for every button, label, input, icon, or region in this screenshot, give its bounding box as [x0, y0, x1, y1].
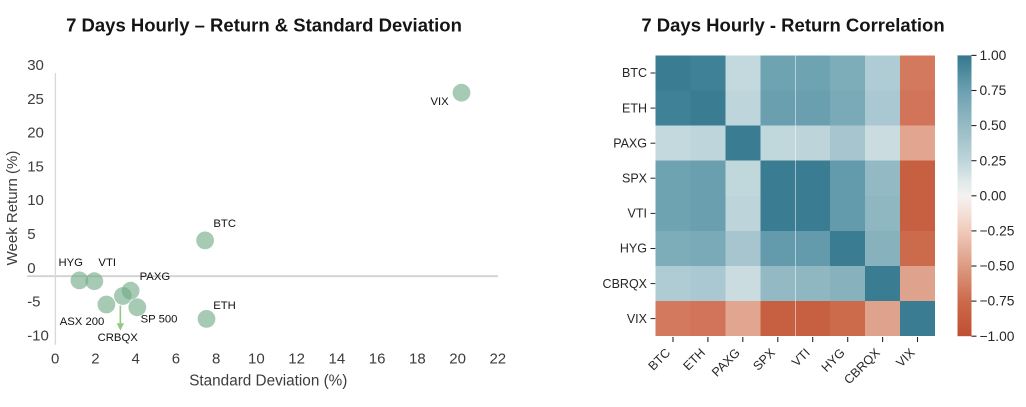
svg-text:16: 16 — [369, 350, 386, 367]
svg-text:HYG: HYG — [58, 257, 82, 269]
svg-text:14: 14 — [329, 350, 346, 367]
svg-text:−1.00: −1.00 — [980, 329, 1015, 344]
svg-text:PAXG: PAXG — [613, 136, 647, 150]
svg-text:Standard Deviation (%): Standard Deviation (%) — [189, 373, 347, 390]
svg-text:CRBQX: CRBQX — [98, 332, 139, 344]
svg-text:0.75: 0.75 — [980, 83, 1007, 98]
svg-text:0: 0 — [27, 260, 35, 277]
svg-text:ASX 200: ASX 200 — [60, 316, 105, 328]
svg-text:VIX: VIX — [627, 312, 648, 326]
svg-text:−0.25: −0.25 — [980, 224, 1015, 239]
svg-text:0.00: 0.00 — [980, 188, 1007, 203]
svg-text:CBRQX: CBRQX — [603, 277, 648, 291]
svg-text:BTC: BTC — [213, 218, 236, 230]
svg-text:15: 15 — [27, 158, 44, 175]
svg-text:8: 8 — [212, 350, 220, 367]
svg-text:20: 20 — [27, 125, 44, 142]
svg-text:7 Days Hourly – Return & Stand: 7 Days Hourly – Return & Standard Deviat… — [66, 15, 462, 36]
svg-text:10: 10 — [248, 350, 265, 367]
svg-text:Week Return (%): Week Return (%) — [4, 151, 21, 266]
svg-text:25: 25 — [27, 91, 44, 108]
svg-text:0.25: 0.25 — [980, 153, 1007, 168]
svg-text:0: 0 — [51, 350, 59, 367]
svg-text:ETH: ETH — [213, 300, 236, 312]
svg-text:5: 5 — [27, 226, 35, 243]
svg-text:0.50: 0.50 — [980, 118, 1007, 133]
svg-text:ETH: ETH — [622, 101, 647, 115]
svg-text:18: 18 — [409, 350, 426, 367]
svg-text:4: 4 — [132, 350, 140, 367]
svg-text:VTI: VTI — [98, 257, 116, 269]
svg-text:1.00: 1.00 — [980, 48, 1007, 63]
svg-text:SPX: SPX — [622, 171, 648, 185]
svg-text:SP 500: SP 500 — [141, 314, 178, 326]
svg-text:7 Days Hourly - Return Correla: 7 Days Hourly - Return Correlation — [641, 15, 944, 36]
svg-text:−0.75: −0.75 — [980, 294, 1015, 309]
svg-text:2: 2 — [91, 350, 99, 367]
svg-text:HYG: HYG — [620, 242, 647, 256]
svg-text:VIX: VIX — [430, 96, 449, 108]
svg-text:10: 10 — [27, 192, 44, 209]
svg-text:30: 30 — [27, 57, 44, 74]
svg-text:VTI: VTI — [628, 207, 647, 221]
svg-text:-5: -5 — [27, 294, 40, 311]
svg-text:BTC: BTC — [622, 66, 647, 80]
svg-text:-10: -10 — [27, 327, 49, 344]
svg-text:−0.50: −0.50 — [980, 259, 1015, 274]
svg-text:22: 22 — [489, 350, 506, 367]
svg-text:20: 20 — [449, 350, 466, 367]
svg-text:PAXG: PAXG — [140, 271, 171, 283]
svg-text:6: 6 — [172, 350, 180, 367]
svg-text:12: 12 — [288, 350, 305, 367]
